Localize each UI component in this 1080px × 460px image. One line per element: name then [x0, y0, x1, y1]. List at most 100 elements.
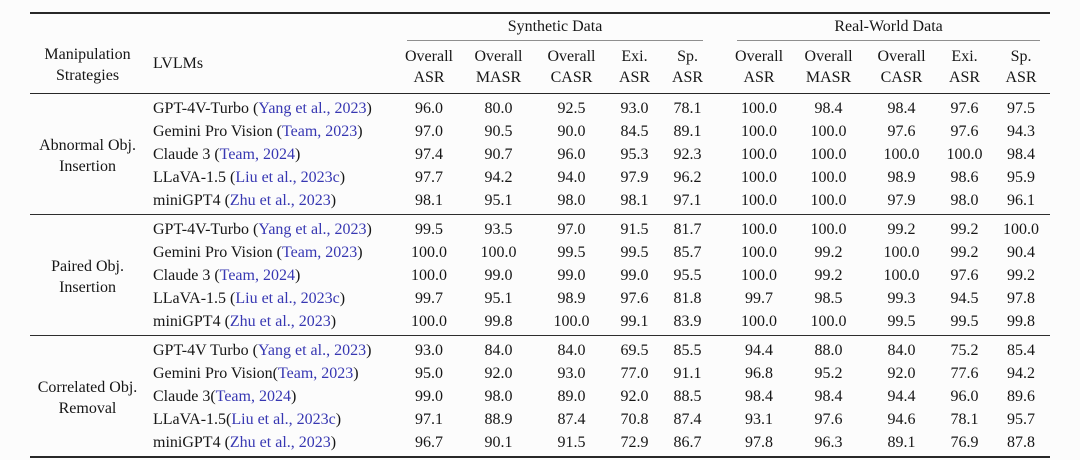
citation-link[interactable]: Yang et al., 2023	[257, 342, 367, 359]
metric-value: 90.1	[484, 434, 513, 451]
metric-column-header: Overall MASR	[791, 41, 866, 94]
metric-value: 96.8	[745, 365, 774, 382]
manipulation-label-line1: Manipulation	[44, 45, 131, 63]
citation-link[interactable]: Team, 2023	[281, 123, 358, 140]
lvlm-name: GPT-4V-Turbo	[153, 100, 254, 117]
metric-value: 95.2	[814, 365, 843, 382]
strategy-label: Abnormal Obj. Insertion	[39, 136, 136, 175]
lvlm-cell: miniGPT4 (Zhu et al., 2023)	[145, 431, 397, 457]
metric-value: 95.9	[1007, 169, 1036, 186]
table-row: miniGPT4 (Zhu et al., 2023) 96.7 90.1 91.5 7…	[30, 431, 1050, 457]
column-gap	[713, 241, 727, 264]
metric-value: 99.5	[557, 244, 586, 261]
metric-value: 93.5	[484, 221, 513, 238]
close-paren: )	[357, 244, 363, 261]
table-header: Synthetic Data Real-World Data Manipulat…	[30, 13, 1051, 94]
citation-link[interactable]: Liu et al., 2023c	[235, 290, 340, 307]
metric-value: 92.5	[557, 100, 586, 117]
citation-link[interactable]: Team, 2024	[219, 267, 295, 284]
metric-value: 97.0	[415, 123, 443, 140]
metric-value: 99.5	[887, 313, 916, 330]
citation-link[interactable]: Team, 2024	[215, 388, 291, 405]
strategy-group: Abnormal Obj. Insertion GPT-4V-Turbo ( Yang…	[30, 93, 1051, 215]
close-paren: )	[330, 434, 337, 451]
citation-link[interactable]: Zhu et al., 2023	[229, 192, 331, 209]
column-gap	[713, 120, 727, 143]
metric-value: 84.5	[620, 123, 649, 140]
citation-link[interactable]: Zhu et al., 2023	[229, 434, 331, 451]
lvlm-cell: miniGPT4 (Zhu et al., 2023)	[145, 189, 397, 215]
column-gap	[713, 166, 727, 189]
citation-link[interactable]: Yang et al., 2023	[258, 221, 367, 238]
metric-value: 97.1	[415, 411, 443, 428]
metric-value: 85.5	[673, 342, 702, 359]
metric-value: 84.0	[887, 342, 916, 359]
citation-link[interactable]: Team, 2023	[281, 244, 358, 261]
metric-value: 87.4	[673, 411, 702, 428]
metric-value: 100.0	[411, 244, 447, 261]
table-row: Abnormal Obj. Insertion GPT-4V-Turbo (Yang…	[30, 94, 1050, 175]
metric-header-line: Exi.	[621, 48, 648, 65]
metric-value: 97.6	[887, 123, 916, 140]
metric-value: 96.0	[415, 100, 443, 117]
metric-header-line: Overall	[405, 48, 453, 65]
metric-value: 100.0	[741, 146, 778, 163]
metric-column-header: Overall CASR	[866, 41, 937, 94]
metric-value: 98.1	[620, 192, 649, 209]
metric-value: 96.0	[557, 146, 586, 163]
citation-link[interactable]: Yang et al., 2023	[258, 100, 367, 117]
table-row: Claude 3 (Team, 2024) 97.4 90.7 96.0 95.3 92.…	[30, 143, 1050, 166]
metric-value: 98.0	[950, 192, 979, 209]
metric-value: 99.0	[484, 267, 513, 284]
lvlm-cell: Claude 3(Team, 2024)	[145, 385, 397, 408]
metric-value: 99.5	[620, 244, 649, 261]
lvlm-cell: LLaVA-1.5 (Liu et al., 2023c)	[145, 287, 397, 310]
metric-value: 100.0	[741, 100, 778, 117]
metric-value: 100.0	[741, 244, 778, 261]
close-paren: )	[366, 342, 372, 359]
metric-value: 100.0	[553, 313, 590, 330]
citation-link[interactable]: Liu et al., 2023c	[231, 411, 336, 428]
citation-link[interactable]: Zhu et al., 2023	[229, 313, 331, 330]
metric-value: 100.0	[1003, 221, 1040, 238]
metric-value: 100.0	[883, 267, 920, 284]
close-paren: )	[330, 192, 337, 209]
metric-value: 90.0	[557, 123, 586, 140]
metric-value: 92.0	[484, 365, 513, 382]
column-gap	[713, 408, 727, 431]
metric-value: 70.8	[620, 411, 649, 428]
real-world-data-label: Real-World Data	[737, 18, 1041, 41]
citation-link[interactable]: Team, 2023	[277, 365, 354, 382]
column-gap	[713, 431, 727, 457]
close-paren: )	[290, 388, 297, 405]
metric-value: 97.6	[814, 411, 843, 428]
lvlm-cell: GPT-4V-Turbo (Yang et al., 2023)	[145, 215, 397, 242]
metric-header-line: ASR	[413, 69, 445, 86]
metric-value: 97.4	[415, 146, 443, 163]
data-source-header-row: Synthetic Data Real-World Data	[30, 13, 1050, 41]
table-row: Gemini Pro Vision (Team, 2023) 97.0 90.5 90…	[30, 120, 1050, 143]
citation-link[interactable]: Team, 2024	[219, 146, 295, 163]
metric-value: 100.0	[946, 146, 983, 163]
metric-value: 96.7	[415, 434, 443, 451]
citation-link[interactable]: Liu et al., 2023c	[235, 169, 340, 186]
metric-value: 100.0	[741, 123, 778, 140]
lvlm-cell: GPT-4V Turbo (Yang et al., 2023)	[145, 336, 397, 363]
open-paren: (	[224, 192, 230, 209]
metric-value: 97.8	[1007, 290, 1036, 307]
metric-value: 84.0	[484, 342, 513, 359]
metric-value: 72.9	[620, 434, 649, 451]
metric-value: 98.0	[484, 388, 513, 405]
lvlm-name: miniGPT4	[153, 313, 225, 330]
metric-value: 98.9	[557, 290, 586, 307]
metric-header-line: Exi.	[951, 48, 978, 65]
metric-value: 99.8	[484, 313, 513, 330]
metric-value: 94.4	[887, 388, 916, 405]
metric-header-line: CASR	[550, 69, 593, 86]
metric-column-header: Overall MASR	[461, 41, 536, 94]
metric-value: 93.0	[415, 342, 443, 359]
table-row: Claude 3(Team, 2024) 99.0 98.0 89.0 92.0 88.5…	[30, 385, 1050, 408]
metric-value: 81.8	[673, 290, 702, 307]
table-row: LLaVA-1.5(Liu et al., 2023c) 97.1 88.9 87.4…	[30, 408, 1050, 431]
metric-value: 98.0	[557, 192, 586, 209]
